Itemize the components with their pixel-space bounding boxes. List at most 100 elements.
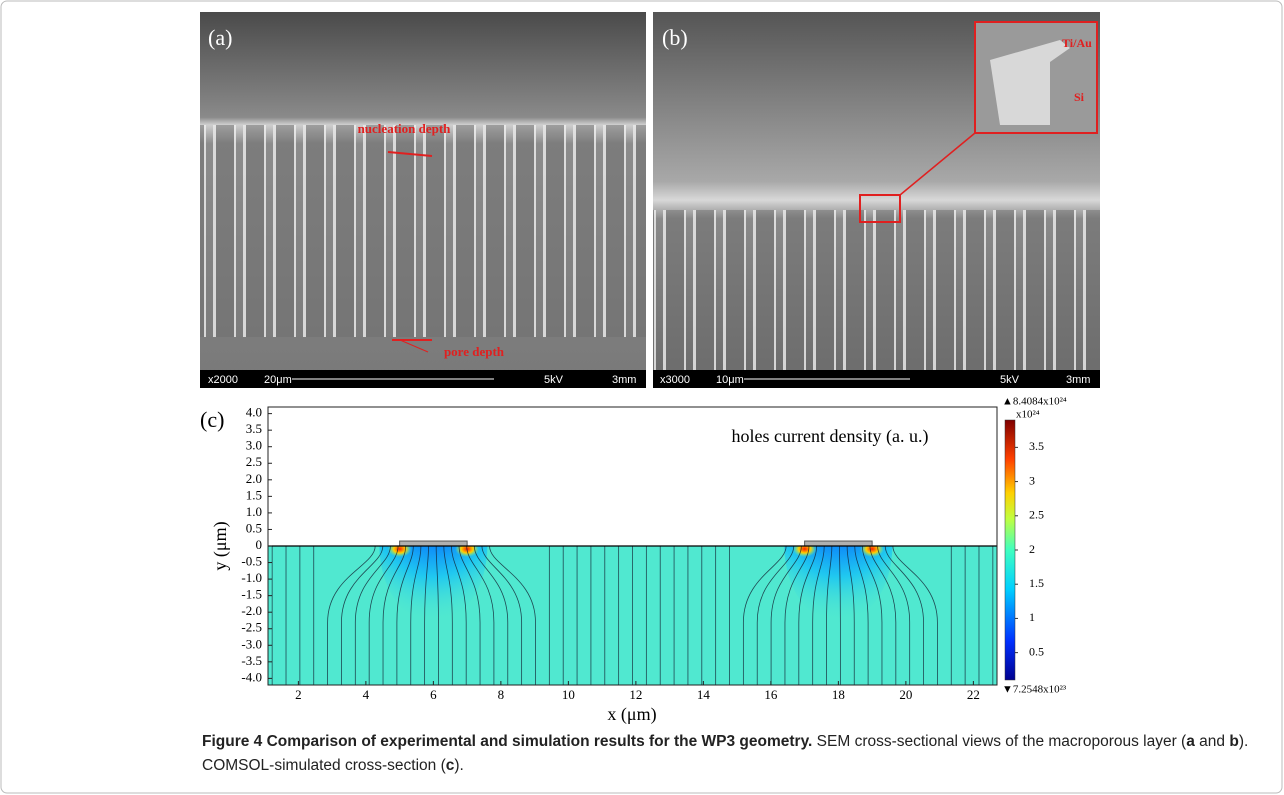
scale-text: 3mm <box>612 374 636 386</box>
current-line <box>742 546 787 685</box>
y-tick-label: -4.0 <box>241 669 262 684</box>
field <box>268 546 997 685</box>
sem-panel-b <box>653 12 1100 388</box>
y-tick-label: -1.5 <box>241 587 262 602</box>
current-line <box>481 546 523 685</box>
colorbar-tick-label: 3.5 <box>1029 439 1044 453</box>
marker <box>387 151 433 157</box>
colorbar-tick-label: 2.5 <box>1029 508 1044 522</box>
current-line <box>354 546 391 685</box>
caption-text: ). COMSOL-simulated cross-section ( <box>202 733 1249 774</box>
current-line <box>435 546 439 685</box>
x-tick-label: 22 <box>967 687 980 702</box>
y-tick-label: 3.5 <box>246 421 262 436</box>
pores <box>653 210 1100 370</box>
current-line <box>812 546 825 685</box>
x-axis-label: x (μm) <box>607 704 656 725</box>
current-line <box>327 546 376 685</box>
x-tick-label: 18 <box>832 687 845 702</box>
hotspot <box>792 546 817 557</box>
caption-text: ). <box>454 757 464 774</box>
current-line <box>861 546 883 685</box>
x-tick-label: 20 <box>899 687 912 702</box>
y-tick-label: 0 <box>256 537 263 552</box>
pores <box>200 125 646 337</box>
electrode <box>399 540 468 547</box>
zoom-box <box>859 194 901 223</box>
y-tick-label: 1.0 <box>246 504 262 519</box>
current-line <box>466 546 495 685</box>
scale-text: x3000 <box>660 374 690 386</box>
current-line <box>341 546 384 685</box>
colorbar-tick-label: 1.5 <box>1029 576 1044 590</box>
y-tick-label: -2.0 <box>241 603 262 618</box>
current-line <box>884 546 924 685</box>
y-tick-label: 2.0 <box>246 471 262 486</box>
colorbar-tick-label: 0.5 <box>1029 644 1044 658</box>
scale-text: 10μm <box>716 374 744 386</box>
current-line <box>826 546 833 685</box>
caption-text: c <box>445 757 455 774</box>
y-tick-label: -3.0 <box>241 636 262 651</box>
panel-label: (b) <box>662 25 688 50</box>
current-line <box>382 546 407 685</box>
x-tick-label: 2 <box>295 687 302 702</box>
scale-text: 5kV <box>1000 374 1020 386</box>
inset-structure <box>990 40 1070 125</box>
marker <box>399 339 429 353</box>
current-line <box>443 546 453 685</box>
current-line <box>854 546 869 685</box>
y-tick-label: -3.5 <box>241 653 262 668</box>
colorbar-unit: x10²⁴ <box>1016 409 1040 421</box>
scale-text: 3mm <box>1066 374 1090 386</box>
current-line <box>798 546 818 685</box>
electrode <box>804 540 873 547</box>
current-line <box>424 546 429 685</box>
annotation: holes current density (a. u.) <box>732 426 929 447</box>
panel-label: (a) <box>208 25 232 50</box>
scale-text: x2000 <box>208 374 238 386</box>
current-line <box>396 546 414 685</box>
caption-text: b <box>1229 733 1239 750</box>
current-line <box>451 546 467 685</box>
x-tick-label: 16 <box>764 687 778 702</box>
x-tick-label: 10 <box>562 687 575 702</box>
current-line <box>756 546 795 685</box>
y-tick-label: 1.5 <box>246 487 262 502</box>
caption-text: and <box>1194 733 1230 750</box>
colorbar-tick-label: 1 <box>1029 610 1035 624</box>
current-line <box>489 546 536 685</box>
y-tick-label: -2.5 <box>241 620 262 635</box>
colorbar-min: ▼7.2548x10²³ <box>1002 684 1067 696</box>
annotation: nucleation depth <box>358 121 452 136</box>
current-line <box>784 546 810 685</box>
x-tick-label: 4 <box>363 687 370 702</box>
y-tick-label: 3.0 <box>246 438 262 453</box>
current-line <box>770 546 802 685</box>
x-tick-label: 8 <box>498 687 505 702</box>
y-tick-label: -0.5 <box>241 554 262 569</box>
y-tick-label: 2.5 <box>246 454 262 469</box>
depletion <box>379 546 488 623</box>
current-line <box>473 546 509 685</box>
annotation: Ti/Au <box>1062 36 1092 50</box>
y-tick-label: -1.0 <box>241 570 262 585</box>
y-tick-label: 0.5 <box>246 520 262 535</box>
current-line <box>458 546 481 685</box>
x-tick-label: 14 <box>697 687 711 702</box>
annotation: Si <box>1074 90 1085 104</box>
x-tick-label: 6 <box>430 687 437 702</box>
current-line <box>846 546 855 685</box>
current-line <box>892 546 938 685</box>
colorbar-tick-label: 2 <box>1029 542 1035 556</box>
caption-text: a <box>1186 733 1195 750</box>
caption-text: SEM cross-sectional views of the macropo… <box>816 733 1187 750</box>
panel-label: (c) <box>200 407 224 432</box>
colorbar-tick-label: 3 <box>1029 473 1035 487</box>
x-tick-label: 12 <box>629 687 642 702</box>
y-axis-label: y (μm) <box>210 521 231 570</box>
zoom-line <box>899 132 976 196</box>
